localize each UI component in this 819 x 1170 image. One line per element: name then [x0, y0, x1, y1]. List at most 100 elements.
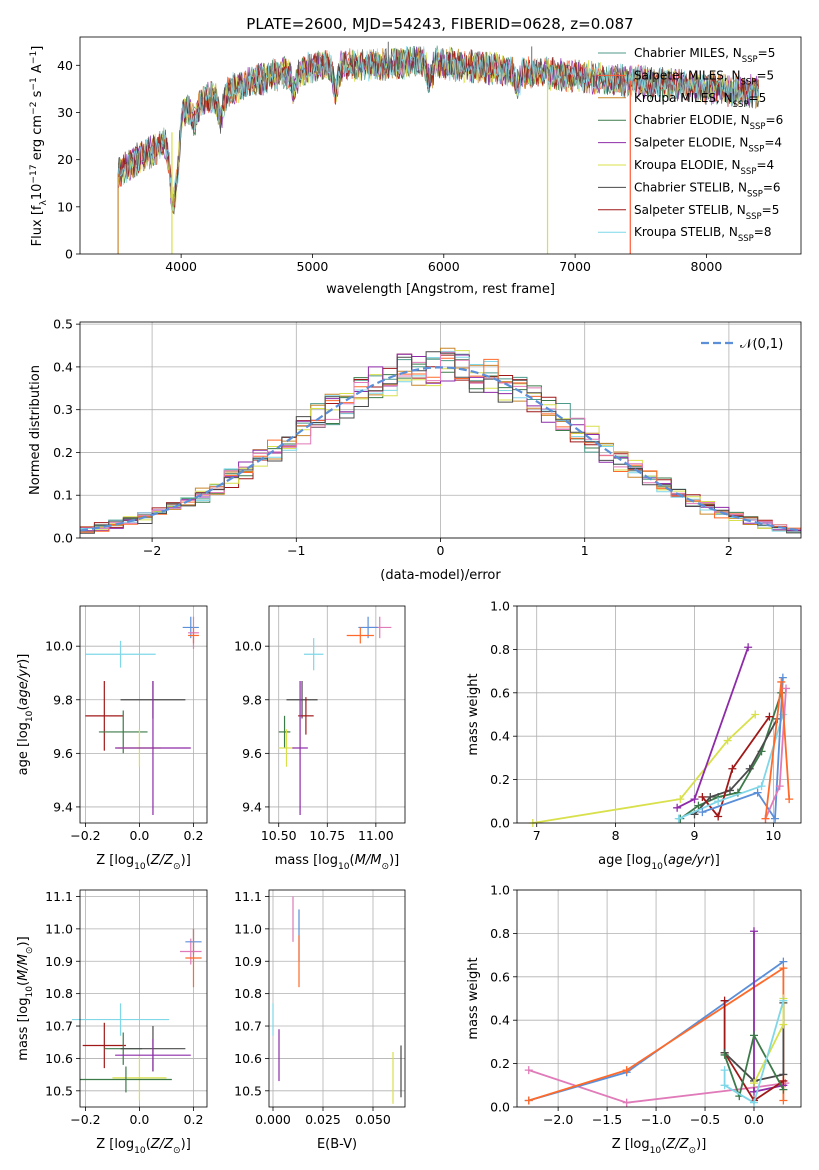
tick-label-x: 0.025 — [305, 1112, 341, 1127]
tick-label-x: −1.5 — [592, 1112, 622, 1127]
tick-label-y: 10.7 — [234, 1019, 262, 1034]
weight-marker — [622, 1066, 631, 1075]
y-axis-label: Normed distribution — [28, 365, 43, 495]
weight-marker — [779, 1070, 788, 1079]
tick-label-x: 2 — [725, 543, 733, 558]
tick-label-x: 0.0 — [130, 828, 150, 843]
weight-marker — [779, 1096, 788, 1105]
axes-age_vs_mass: 10.50 10.75 11.00 9.4 9.6 9.8 10.0 — [234, 606, 405, 843]
tick-label-y: 0.0 — [490, 1100, 510, 1115]
tick-label-y: 10.8 — [45, 986, 73, 1001]
y-axis-label: age [log10(age/yr)] — [16, 654, 35, 776]
tick-label-y: 11.1 — [45, 889, 73, 904]
axes-mass_vs_z: −0.2 0.0 0.2 10.5 10.6 10.7 10.8 10.9 11.0 11.1 — [45, 889, 207, 1127]
errorbars-age_vs_mass — [278, 616, 392, 815]
weight-marker — [698, 792, 707, 801]
axes-weight_vs_age: 7 8 9 10 0.0 0.2 0.4 0.6 0.8 1.0 — [490, 599, 801, 843]
legend-label: Kroupa MILES, NSSP=5 — [634, 91, 766, 110]
tick-label-y: 0.0 — [490, 816, 510, 831]
tick-label-y: 1.0 — [490, 599, 510, 614]
spectrum-lines — [117, 41, 760, 254]
tick-label-y: 10.9 — [234, 954, 262, 969]
tick-label-y: 10.5 — [234, 1083, 262, 1098]
tick-label-x: 8 — [612, 828, 620, 843]
x-axis-label: mass [log10(M/M⊙)] — [275, 853, 399, 872]
histogram-steps — [80, 347, 801, 534]
axes-frame-mass_vs_z — [79, 889, 208, 1108]
legend-label: Chabrier STELIB, NSSP=6 — [634, 180, 781, 199]
axes-mass_vs_ebv: 0.000 0.025 0.050 10.5 10.6 10.7 10.8 10.9 11.0 1… — [234, 889, 405, 1127]
weight-marker — [779, 964, 788, 973]
x-axis-label: Z [log10(Z/Z⊙)] — [612, 1137, 707, 1156]
axes-frame-weight_vs_age — [516, 605, 802, 824]
tick-label-x: −2 — [143, 543, 161, 558]
tick-label-x: 9 — [691, 828, 699, 843]
weight-marker — [777, 677, 786, 686]
tick-label-y: 0.0 — [53, 531, 73, 546]
axes-spectrum: 4000 5000 6000 7000 8000 0 10 20 30 40 — [57, 58, 722, 274]
tick-label-y: 9.6 — [242, 746, 262, 761]
weight-marker — [778, 673, 787, 682]
tick-label-y: 0.4 — [53, 359, 73, 374]
weight-marker — [744, 643, 753, 652]
histogram-series-10 — [80, 351, 801, 534]
tick-label-x: 0.2 — [184, 828, 204, 843]
spectrum-line-8 — [117, 47, 760, 208]
weight-marker — [749, 1031, 758, 1040]
tick-label-x: 7 — [533, 828, 541, 843]
axes-frame-mass_vs_ebv — [268, 889, 406, 1108]
tick-label-x: 0.0 — [130, 1112, 150, 1127]
y-axis-label: mass [log10(M/M⊙)] — [16, 936, 35, 1060]
weight-line-8 — [753, 998, 785, 1084]
tick-label-y: 10.7 — [45, 1019, 73, 1034]
weight-marker — [694, 801, 703, 810]
tick-label-x: 5000 — [297, 259, 329, 274]
tick-label-y: 10.8 — [234, 986, 262, 1001]
tick-label-y: 20 — [57, 152, 73, 167]
tick-label-x: 0.000 — [255, 1112, 291, 1127]
weight-marker — [524, 1096, 533, 1105]
x-axis-label: E(B-V) — [317, 1137, 357, 1152]
tick-label-y: 10.0 — [45, 639, 73, 654]
x-axis-label: Z [log10(Z/Z⊙)] — [96, 1137, 191, 1156]
tick-label-x: 10.75 — [309, 828, 345, 843]
tick-label-x: 0.0 — [744, 1112, 764, 1127]
weight-marker — [745, 764, 754, 773]
tick-label-y: 0.6 — [490, 969, 510, 984]
weight-marker — [720, 1081, 729, 1090]
tick-label-y: 1.0 — [490, 883, 510, 898]
tick-label-y: 11.0 — [234, 921, 262, 936]
weight-lines-weight_vs_age — [528, 643, 794, 827]
tick-label-y: 9.8 — [242, 692, 262, 707]
weight-marker — [779, 1085, 788, 1094]
tick-label-y: 0.2 — [490, 772, 510, 787]
tick-label-y: 10.0 — [234, 639, 262, 654]
weight-marker — [720, 1050, 729, 1059]
tick-label-y: 9.4 — [242, 799, 262, 814]
legend-label: Chabrier ELODIE, NSSP=6 — [634, 113, 783, 132]
tick-label-x: 6000 — [428, 259, 460, 274]
tick-label-x: −2.0 — [543, 1112, 573, 1127]
weight-line-7 — [723, 1032, 785, 1100]
x-axis-label: wavelength [Angstrom, rest frame] — [326, 282, 555, 297]
tick-label-x: −1 — [287, 543, 305, 558]
normal-curve — [80, 366, 801, 532]
tick-label-x: 11.00 — [358, 828, 394, 843]
tick-label-y: 0.3 — [53, 402, 73, 417]
tick-label-y: 10.6 — [234, 1051, 262, 1066]
weight-marker — [770, 814, 779, 823]
errorbars-mass_vs_ebv — [272, 896, 402, 1104]
weight-lines-weight_vs_z — [524, 927, 790, 1107]
weight-marker — [723, 736, 732, 745]
spectrum-line-9 — [117, 46, 760, 212]
weight-marker — [674, 814, 683, 823]
tick-label-y: 0.2 — [53, 445, 73, 460]
tick-label-y: 0.1 — [53, 488, 73, 503]
axes-frame-weight_vs_z — [516, 889, 802, 1108]
tick-label-y: 10.9 — [45, 954, 73, 969]
tick-label-y: 11.0 — [45, 921, 73, 936]
weight-marker — [698, 808, 707, 817]
legend-spectrum: Chabrier MILES, NSSP=5 Salpeter MILES, NS… — [598, 46, 783, 244]
